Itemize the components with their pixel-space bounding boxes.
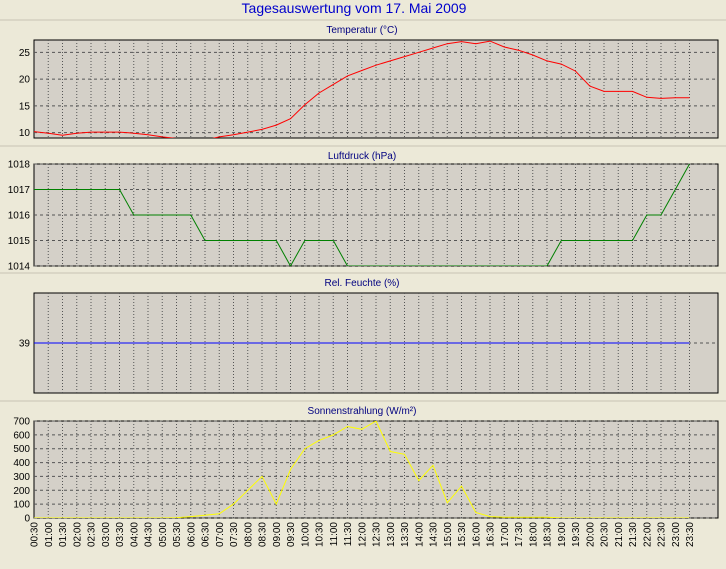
y-tick-label: 100: [13, 500, 30, 511]
x-tick-label: 17:00: [500, 522, 511, 547]
y-tick-label: 700: [13, 417, 30, 428]
y-tick-label: 1018: [8, 160, 31, 171]
x-tick-label: 22:30: [657, 522, 668, 547]
x-tick-label: 16:00: [471, 522, 482, 547]
x-tick-label: 20:00: [585, 522, 596, 547]
y-tick-label: 15: [19, 101, 31, 112]
x-tick-label: 11:00: [329, 522, 340, 547]
y-tick-label: 25: [19, 48, 31, 59]
y-tick-label: 20: [19, 75, 31, 86]
x-tick-label: 02:00: [72, 522, 83, 547]
x-tick-label: 13:00: [386, 522, 397, 547]
y-tick-label: 300: [13, 472, 30, 483]
x-tick-label: 06:00: [186, 522, 197, 547]
y-tick-label: 10: [19, 128, 31, 139]
x-tick-label: 10:00: [300, 522, 311, 547]
x-tick-label: 02:30: [87, 522, 98, 547]
x-tick-label: 03:30: [115, 522, 126, 547]
series-line-temperature: [34, 40, 690, 138]
x-tick-label: 04:30: [144, 522, 155, 547]
chart-title-temperature: Temperatur (°C): [326, 25, 397, 36]
x-tick-label: 19:00: [557, 522, 568, 547]
x-tick-label: 19:30: [571, 522, 582, 547]
x-tick-label: 22:00: [642, 522, 653, 547]
x-tick-label: 05:30: [172, 522, 183, 547]
y-tick-label: 1017: [8, 185, 31, 196]
y-tick-label: 0: [24, 514, 30, 525]
x-tick-label: 15:30: [457, 522, 468, 547]
x-tick-label: 01:00: [44, 522, 55, 547]
x-tick-label: 15:00: [443, 522, 454, 547]
y-tick-label: 1016: [8, 211, 31, 222]
x-tick-label: 03:00: [101, 522, 112, 547]
x-tick-label: 08:00: [243, 522, 254, 547]
y-tick-label: 1015: [8, 236, 31, 247]
x-tick-label: 12:30: [372, 522, 383, 547]
chart-title-humidity: Rel. Feuchte (%): [324, 278, 399, 289]
x-tick-label: 14:30: [429, 522, 440, 547]
page-title: Tagesauswertung vom 17. Mai 2009: [242, 0, 467, 16]
x-tick-label: 18:30: [543, 522, 554, 547]
y-tick-label: 500: [13, 444, 30, 455]
y-tick-label: 200: [13, 486, 30, 497]
y-tick-label: 600: [13, 430, 30, 441]
x-tick-label: 16:30: [486, 522, 497, 547]
chart-title-radiation: Sonnenstrahlung (W/m²): [308, 406, 417, 417]
x-tick-label: 23:30: [685, 522, 696, 547]
x-tick-label: 08:30: [258, 522, 269, 547]
x-tick-label: 09:30: [286, 522, 297, 547]
x-tick-label: 21:00: [614, 522, 625, 547]
x-tick-label: 10:30: [315, 522, 326, 547]
x-tick-label: 11:30: [343, 522, 354, 547]
x-tick-label: 14:00: [414, 522, 425, 547]
x-tick-label: 21:30: [628, 522, 639, 547]
x-tick-label: 23:00: [671, 522, 682, 547]
x-tick-label: 07:00: [215, 522, 226, 547]
x-tick-label: 01:30: [58, 522, 69, 547]
x-tick-label: 06:30: [201, 522, 212, 547]
x-tick-label: 05:00: [158, 522, 169, 547]
series-line-pressure: [34, 164, 690, 266]
x-tick-label: 17:30: [514, 522, 525, 547]
x-tick-label: 07:30: [229, 522, 240, 547]
y-tick-label: 39: [19, 339, 31, 350]
x-tick-label: 09:00: [272, 522, 283, 547]
x-tick-label: 18:00: [528, 522, 539, 547]
x-tick-label: 12:00: [357, 522, 368, 547]
y-tick-label: 1014: [8, 262, 31, 273]
chart-title-pressure: Luftdruck (hPa): [328, 151, 396, 162]
x-tick-label: 00:30: [30, 522, 41, 547]
x-tick-label: 20:30: [600, 522, 611, 547]
x-tick-label: 13:30: [400, 522, 411, 547]
y-tick-label: 400: [13, 458, 30, 469]
x-tick-label: 04:00: [129, 522, 140, 547]
series-line-radiation: [34, 421, 690, 518]
